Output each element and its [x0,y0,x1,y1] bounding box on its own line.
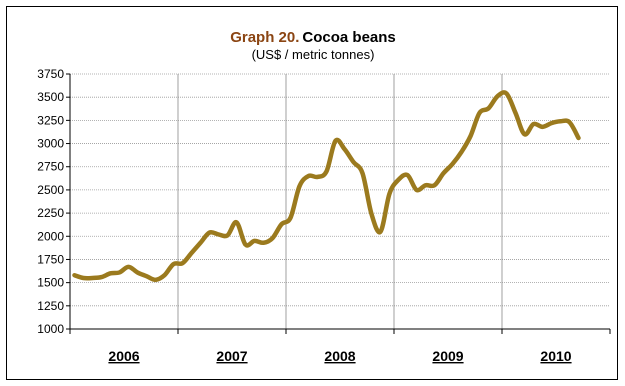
chart-subtitle: (US$ / metric tonnes) [251,47,375,62]
y-tick-label: 2000 [37,229,64,243]
x-category-label: 2006 [108,348,139,364]
y-tick-label: 2750 [37,160,64,174]
y-tick-label: 1750 [37,252,64,266]
axis-layer: 1000 1250 1500 1750 2000 2250 2500 2750 3000 3250… [37,67,611,364]
y-tick-label: 1500 [37,276,64,290]
chart-title-prefix: Graph 20. [230,29,300,46]
y-tick-label: 3750 [37,67,64,81]
y-tick-label: 1250 [37,299,64,313]
chart-title-block: Graph 20. Cocoa beans (US$ / metric tonne… [7,29,619,63]
grid-layer [70,73,610,329]
y-tick-label: 3000 [37,137,64,151]
y-tick-label: 3250 [37,113,64,127]
y-tick-label: 1000 [37,322,64,336]
x-category-label: 2010 [540,348,571,364]
series-layer [72,90,581,283]
series-line [72,90,581,283]
x-category-label: 2007 [216,348,247,364]
x-category-label: 2008 [324,348,355,364]
y-tick-label: 2250 [37,206,64,220]
chart-title: Graph 20. Cocoa beans [7,29,619,47]
chart-title-main: Cocoa beans [302,29,396,46]
x-category-label: 2009 [432,348,463,364]
chart-frame: Graph 20. Cocoa beans (US$ / metric tonne… [6,6,618,380]
y-tick-label: 3500 [37,90,64,104]
y-tick-label: 2500 [37,183,64,197]
